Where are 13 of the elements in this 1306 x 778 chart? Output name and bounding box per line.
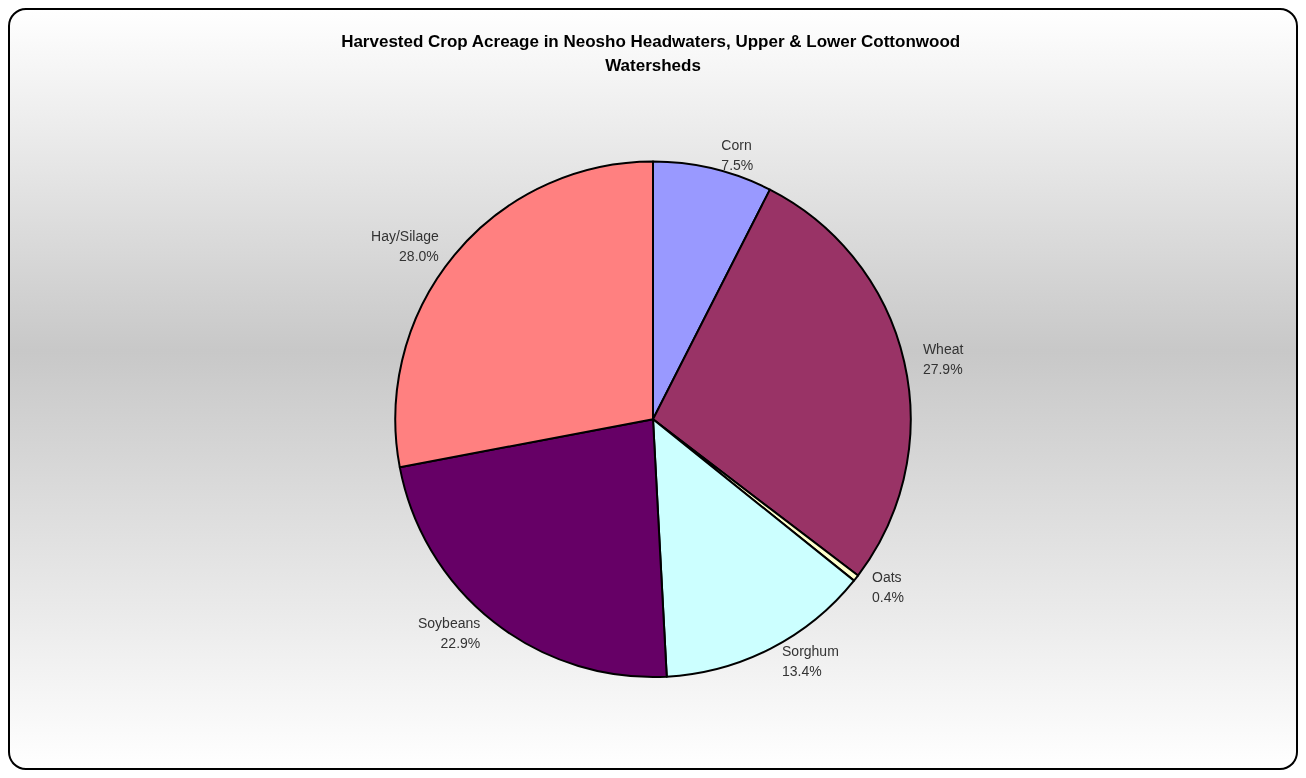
- slice-label: Oats: [872, 568, 902, 585]
- data-label: 0.4%: [872, 588, 904, 605]
- data-label: 22.9%: [440, 635, 481, 652]
- data-label: 7.5%: [721, 157, 754, 174]
- data-label: 28.0%: [399, 247, 439, 264]
- chart-title: Harvested Crop Acreage in Neosho Headwaters, Upper & Lower Cottonwood Watersheds: [341, 31, 965, 75]
- data-label: 27.9%: [922, 360, 963, 377]
- data-label: 13.4%: [782, 663, 822, 680]
- slice-label: Corn: [721, 137, 752, 154]
- slice-label: Soybeans: [417, 615, 481, 632]
- slice-label: Sorghum: [782, 643, 839, 660]
- slice-label: Hay/Silage: [371, 227, 439, 244]
- slice-label: Wheat: [922, 340, 964, 357]
